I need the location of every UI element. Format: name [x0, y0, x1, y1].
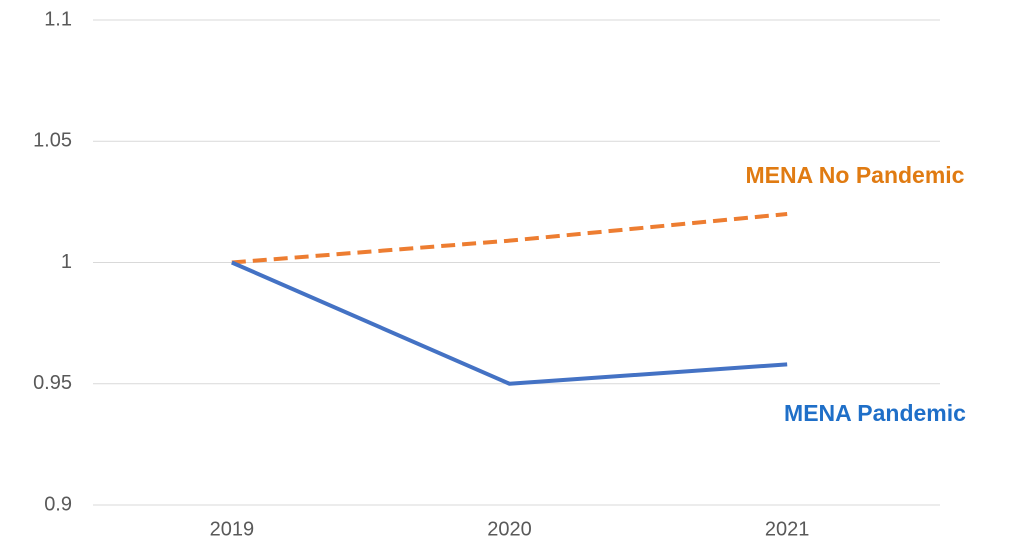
y-tick-label: 1.1	[44, 8, 72, 30]
series-label: MENA Pandemic	[784, 400, 966, 426]
series-line	[231, 212, 788, 265]
y-tick-label: 1	[61, 251, 72, 273]
series-label: MENA No Pandemic	[746, 162, 965, 188]
y-tick-label: 0.9	[44, 493, 72, 515]
y-tick-label: 1.05	[33, 130, 72, 152]
x-tick-label: 2020	[487, 518, 532, 540]
x-tick-label: 2019	[210, 518, 255, 540]
y-tick-label: 0.95	[33, 372, 72, 394]
series-line	[231, 260, 788, 386]
x-tick-label: 2021	[765, 518, 810, 540]
